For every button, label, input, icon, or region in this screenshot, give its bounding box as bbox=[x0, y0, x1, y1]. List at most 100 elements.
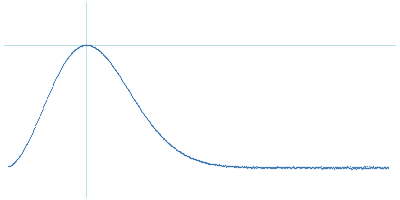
Point bbox=[232, 165, 239, 168]
Point bbox=[318, 166, 324, 169]
Point bbox=[207, 162, 214, 165]
Point bbox=[339, 165, 345, 168]
Point bbox=[86, 44, 92, 47]
Point bbox=[110, 65, 116, 68]
Point bbox=[235, 165, 242, 168]
Point bbox=[206, 162, 213, 165]
Point bbox=[173, 148, 179, 151]
Point bbox=[22, 145, 28, 148]
Point bbox=[190, 157, 196, 160]
Point bbox=[52, 78, 58, 81]
Point bbox=[16, 155, 22, 159]
Point bbox=[26, 136, 33, 140]
Point bbox=[196, 160, 203, 163]
Point bbox=[262, 166, 268, 169]
Point bbox=[346, 167, 352, 170]
Point bbox=[232, 164, 238, 168]
Point bbox=[199, 160, 206, 163]
Point bbox=[287, 165, 294, 169]
Point bbox=[376, 165, 382, 168]
Point bbox=[6, 164, 13, 167]
Point bbox=[152, 128, 158, 131]
Point bbox=[342, 166, 348, 169]
Point bbox=[32, 125, 38, 128]
Point bbox=[146, 120, 153, 124]
Point bbox=[104, 58, 111, 61]
Point bbox=[261, 166, 267, 169]
Point bbox=[112, 68, 118, 71]
Point bbox=[313, 166, 319, 169]
Point bbox=[219, 165, 225, 168]
Point bbox=[283, 166, 290, 169]
Point bbox=[23, 143, 30, 146]
Point bbox=[102, 55, 108, 58]
Point bbox=[281, 166, 287, 169]
Point bbox=[164, 141, 171, 144]
Point bbox=[325, 166, 331, 169]
Point bbox=[280, 166, 287, 169]
Point bbox=[165, 142, 172, 145]
Point bbox=[356, 166, 362, 169]
Point bbox=[149, 124, 155, 127]
Point bbox=[17, 153, 23, 157]
Point bbox=[153, 129, 159, 132]
Point bbox=[365, 166, 371, 169]
Point bbox=[39, 107, 46, 110]
Point bbox=[334, 166, 340, 169]
Point bbox=[194, 158, 200, 161]
Point bbox=[92, 46, 99, 50]
Point bbox=[237, 165, 244, 168]
Point bbox=[338, 166, 344, 169]
Point bbox=[238, 165, 244, 169]
Point bbox=[50, 82, 57, 85]
Point bbox=[141, 112, 147, 116]
Point bbox=[94, 48, 101, 51]
Point bbox=[184, 154, 191, 157]
Point bbox=[308, 166, 315, 169]
Point bbox=[123, 85, 130, 88]
Point bbox=[317, 166, 323, 169]
Point bbox=[205, 162, 211, 165]
Point bbox=[51, 80, 58, 83]
Point bbox=[101, 53, 107, 57]
Point bbox=[210, 163, 217, 166]
Point bbox=[167, 143, 174, 147]
Point bbox=[216, 164, 222, 167]
Point bbox=[334, 165, 341, 168]
Point bbox=[179, 152, 186, 155]
Point bbox=[81, 43, 87, 47]
Point bbox=[303, 166, 309, 169]
Point bbox=[46, 93, 52, 96]
Point bbox=[228, 165, 234, 168]
Point bbox=[368, 166, 374, 169]
Point bbox=[151, 126, 157, 129]
Point bbox=[345, 165, 352, 168]
Point bbox=[95, 48, 101, 51]
Point bbox=[355, 165, 361, 168]
Point bbox=[272, 166, 279, 169]
Point bbox=[172, 147, 178, 150]
Point bbox=[172, 146, 178, 149]
Point bbox=[90, 45, 96, 48]
Point bbox=[315, 165, 321, 168]
Point bbox=[204, 161, 210, 165]
Point bbox=[202, 161, 208, 164]
Point bbox=[198, 160, 204, 163]
Point bbox=[299, 165, 306, 169]
Point bbox=[82, 43, 88, 47]
Point bbox=[318, 165, 324, 168]
Point bbox=[348, 166, 354, 169]
Point bbox=[130, 96, 136, 100]
Point bbox=[295, 165, 301, 168]
Point bbox=[215, 163, 222, 166]
Point bbox=[316, 165, 322, 168]
Point bbox=[215, 163, 221, 166]
Point bbox=[212, 163, 218, 166]
Point bbox=[40, 105, 47, 108]
Point bbox=[116, 75, 123, 78]
Point bbox=[253, 165, 259, 168]
Point bbox=[222, 165, 229, 168]
Point bbox=[373, 166, 379, 169]
Point bbox=[109, 64, 116, 67]
Point bbox=[243, 165, 249, 168]
